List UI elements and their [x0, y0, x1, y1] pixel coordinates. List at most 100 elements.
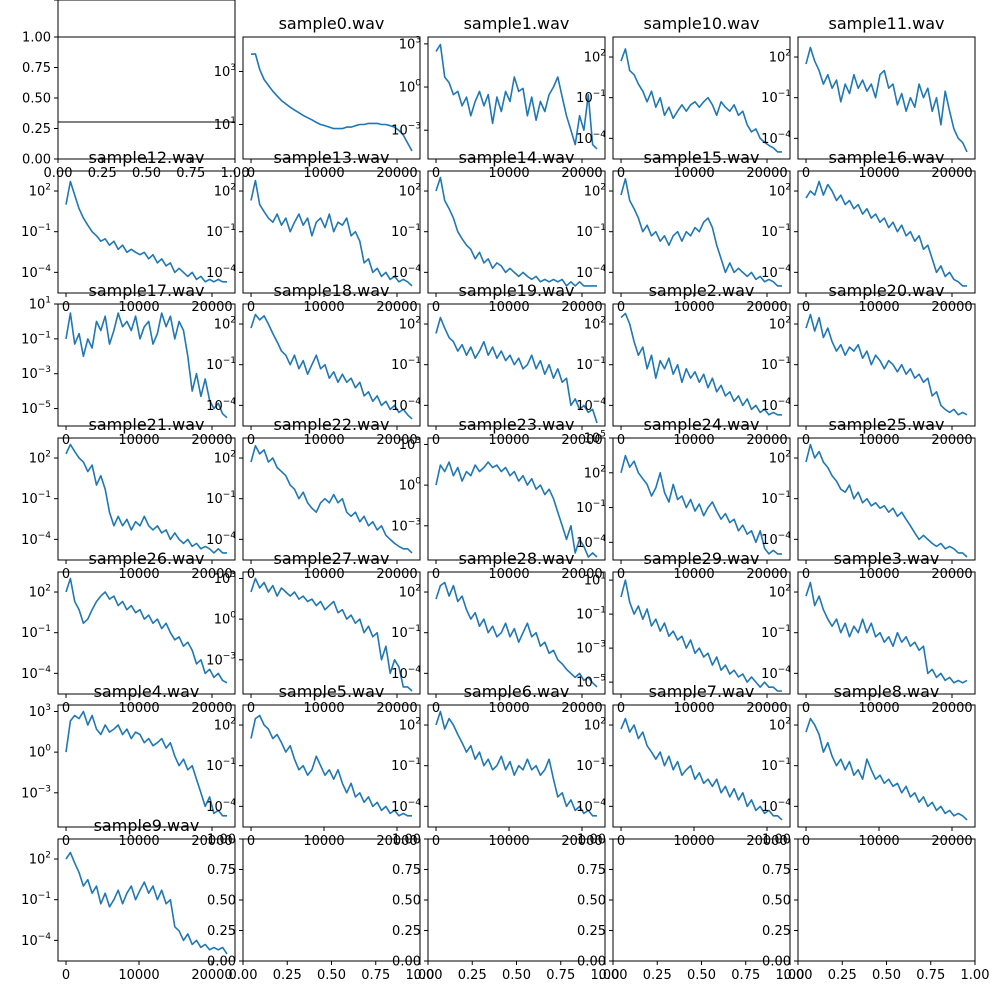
subplot-16: sample21.wav 10−4 10−1 102 0 10000 20000	[21, 415, 236, 582]
y-tick-label: 0.25	[207, 924, 236, 939]
x-tick-label: 20000	[376, 834, 417, 849]
y-tick-label: 10−5	[21, 400, 51, 417]
subplot-title: sample27.wav	[274, 549, 390, 568]
x-tick-label: 0	[62, 834, 70, 849]
x-tick-label: 20000	[746, 166, 787, 181]
subplot-title: sample23.wav	[459, 415, 575, 434]
y-tick-label: 0.75	[762, 863, 791, 878]
x-tick-label: 10000	[488, 433, 529, 448]
subplot-33: 0.000.250.500.751.000.00 0.25 0.50 0.75 1.00	[392, 833, 619, 984]
y-tick-label: 10−4	[761, 665, 791, 682]
x-tick-label: 0	[62, 300, 70, 315]
axes-frame	[797, 704, 976, 828]
y-tick-label: 102	[584, 464, 606, 481]
x-tick-label: 10000	[858, 567, 899, 582]
x-tick-label: 10000	[303, 834, 344, 849]
y-tick-label: 10−4	[576, 534, 606, 551]
subplot-title: sample17.wav	[89, 281, 205, 300]
y-tick-label: 10−4	[391, 665, 421, 682]
y-tick-label: 10−1	[391, 624, 421, 641]
y-tick-label: 101	[584, 572, 606, 589]
y-tick-label: 0.25	[22, 122, 51, 137]
subplot-title: sample21.wav	[89, 415, 205, 434]
y-tick-label: 100	[399, 477, 422, 494]
y-tick-label: 0.50	[577, 894, 606, 909]
subplot-title: sample15.wav	[644, 148, 760, 167]
x-tick-label: 10000	[673, 567, 714, 582]
x-tick-label: 20000	[191, 701, 232, 716]
spectrum-line	[435, 176, 597, 287]
axes-frame	[57, 36, 236, 160]
x-tick-label: 20000	[931, 300, 972, 315]
x-tick-label: 1.00	[406, 968, 435, 983]
axes-frame	[427, 437, 606, 561]
x-tick-label: 10000	[118, 834, 159, 849]
x-tick-label: 10000	[673, 701, 714, 716]
x-tick-label: 20000	[376, 701, 417, 716]
x-tick-label: 0.75	[916, 968, 945, 983]
x-tick-label: 10000	[118, 968, 159, 983]
y-tick-label: 10−4	[761, 264, 791, 281]
y-tick-label: 102	[769, 49, 791, 66]
y-tick-label: 10−1	[21, 624, 51, 641]
x-tick-label: 10000	[303, 701, 344, 716]
y-tick-label: 1.00	[762, 833, 791, 848]
subplot-28: sample6.wav 10−4 10−1 102 0 10000 20000	[391, 682, 606, 849]
y-tick-label: 10−3	[391, 517, 421, 534]
y-tick-label: 10−1	[391, 223, 421, 240]
x-tick-label: 10000	[673, 834, 714, 849]
x-tick-label: 0	[62, 701, 70, 716]
subplot-26: sample4.wav 10−3 100 103 0 10000 20000	[21, 682, 236, 849]
x-tick-label: 10000	[858, 166, 899, 181]
subplot-title: sample6.wav	[464, 682, 570, 701]
axes-frame	[57, 571, 236, 695]
x-tick-label: 10000	[303, 433, 344, 448]
x-tick-label: 1.00	[221, 0, 250, 4]
spectrum-line	[620, 454, 782, 555]
y-tick-label: 10−1	[576, 499, 606, 516]
y-tick-label: 1.00	[22, 0, 51, 4]
x-tick-label: 0	[617, 701, 625, 716]
y-tick-label: 0.25	[762, 924, 791, 939]
y-tick-label: 102	[399, 717, 421, 734]
y-tick-label: 10−1	[391, 356, 421, 373]
subplot-34: 0.000.250.500.751.000.00 0.25 0.50 0.75 1.00	[577, 833, 804, 984]
y-tick-label: 102	[214, 717, 236, 734]
y-tick-label: 10−1	[576, 757, 606, 774]
axes-frame	[242, 36, 421, 160]
subplot-title: sample24.wav	[644, 415, 760, 434]
y-tick-label: 103	[399, 35, 421, 52]
x-tick-label: 0	[62, 567, 70, 582]
y-tick-label: 10−1	[206, 490, 236, 507]
x-tick-label: 0.50	[687, 968, 716, 983]
x-tick-label: 0	[432, 433, 440, 448]
y-tick-label: 10−1	[761, 757, 791, 774]
y-tick-label: 102	[769, 183, 791, 200]
y-tick-label: 0.75	[207, 863, 236, 878]
y-tick-label: 10−1	[206, 356, 236, 373]
y-tick-label: 102	[769, 717, 791, 734]
y-tick-label: 10−1	[21, 223, 51, 240]
subplot-title: sample4.wav	[94, 682, 200, 701]
y-tick-label: 10−1	[761, 89, 791, 106]
y-tick-label: 102	[29, 584, 51, 601]
x-tick-label: 0.50	[132, 166, 161, 181]
x-tick-label: 0	[247, 433, 255, 448]
x-tick-label: 0.00	[599, 968, 628, 983]
y-tick-label: 10−4	[391, 264, 421, 281]
x-tick-label: 0	[247, 834, 255, 849]
x-tick-label: 0	[802, 166, 810, 181]
subplot-title: sample12.wav	[89, 148, 205, 167]
x-tick-label: 10000	[858, 834, 899, 849]
x-tick-label: 0.75	[731, 968, 760, 983]
subplot-title: sample26.wav	[89, 549, 205, 568]
y-tick-label: 10−4	[206, 264, 236, 281]
x-tick-label: 0	[617, 166, 625, 181]
axes-frame	[797, 36, 976, 160]
spectrum-line	[65, 180, 227, 283]
x-tick-label: 0.25	[458, 968, 487, 983]
y-tick-label: 0.50	[392, 894, 421, 909]
y-tick-label: 102	[399, 584, 421, 601]
x-tick-label: 0.25	[273, 968, 302, 983]
